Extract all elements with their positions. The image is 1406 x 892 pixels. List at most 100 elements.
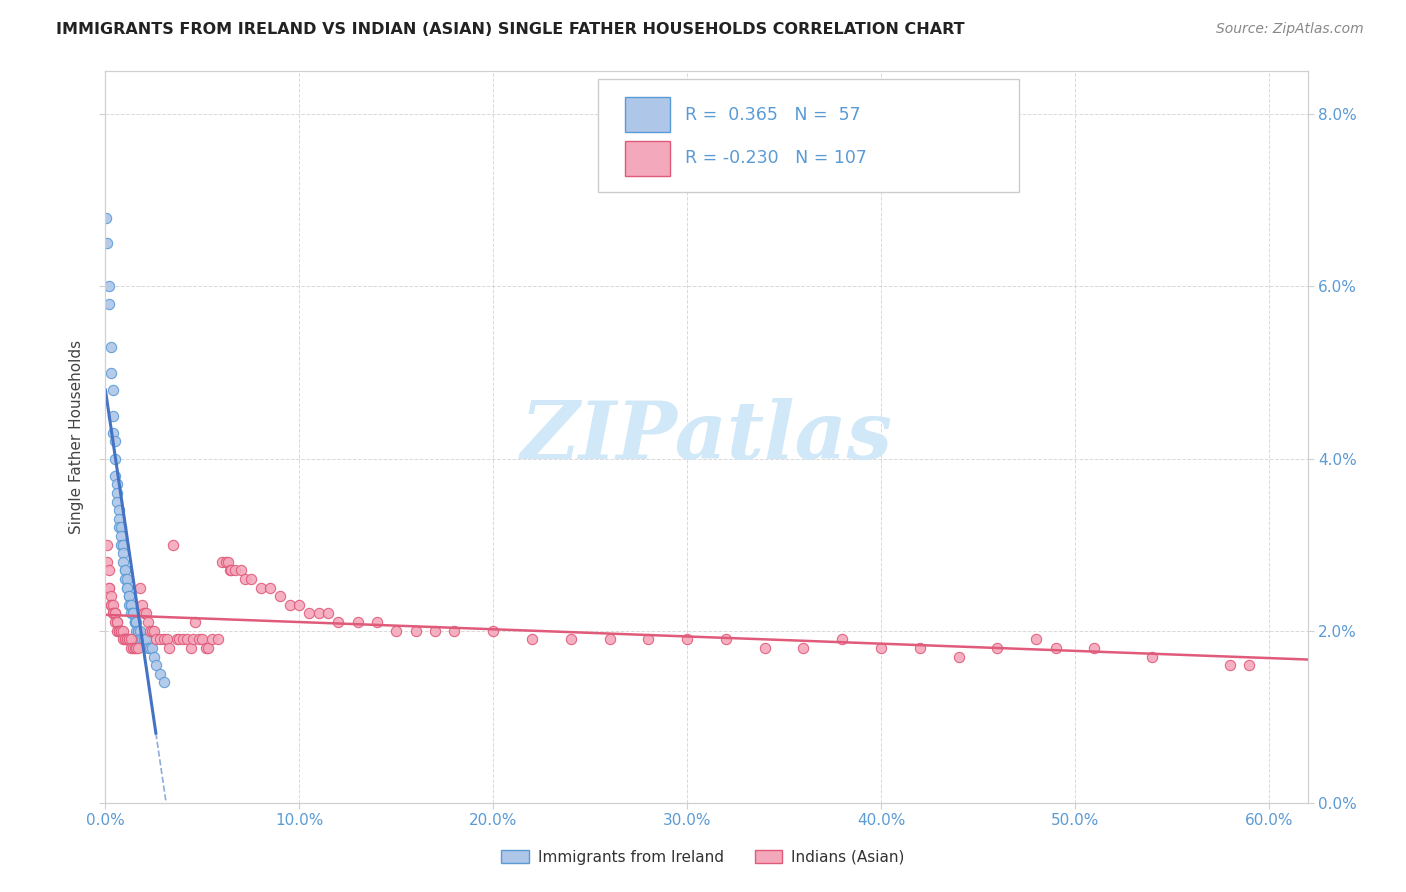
Point [100, 366, 122, 380]
Point [96, 555, 118, 569]
Point [100, 598, 122, 612]
Point [124, 615, 146, 629]
Point [98, 296, 121, 310]
FancyBboxPatch shape [624, 141, 671, 176]
Point [145, 632, 167, 647]
Point [136, 615, 159, 629]
Point [121, 607, 143, 621]
Point [149, 666, 172, 681]
Point [141, 624, 163, 638]
Point [714, 632, 737, 647]
Point [482, 624, 505, 638]
Point [108, 512, 131, 526]
Point [115, 632, 138, 647]
Point [105, 624, 128, 638]
Point [131, 632, 153, 647]
Point [181, 632, 204, 647]
Point [118, 632, 141, 647]
Point [948, 649, 970, 664]
Point [385, 624, 408, 638]
Point [172, 632, 194, 647]
Point [217, 555, 239, 569]
Point [239, 572, 262, 586]
Point [142, 649, 165, 664]
Point [166, 632, 188, 647]
Text: ZIPatlas: ZIPatlas [520, 399, 893, 475]
Point [129, 632, 152, 647]
Point [110, 624, 132, 638]
Point [120, 598, 142, 612]
Point [131, 598, 153, 612]
Point [139, 640, 162, 655]
Point [96, 236, 118, 251]
Point [114, 564, 136, 578]
Point [120, 607, 142, 621]
Point [124, 615, 146, 629]
Point [176, 632, 198, 647]
Point [134, 632, 156, 647]
Point [129, 624, 152, 638]
Point [142, 624, 165, 638]
Point [108, 503, 131, 517]
Point [100, 598, 122, 612]
Point [318, 607, 340, 621]
Point [676, 632, 699, 647]
Point [118, 589, 141, 603]
Point [298, 607, 321, 621]
Point [831, 632, 853, 647]
Point [149, 632, 172, 647]
Point [108, 520, 131, 534]
Point [120, 632, 142, 647]
Text: R =  0.365   N =  57: R = 0.365 N = 57 [685, 105, 860, 123]
Point [120, 598, 142, 612]
Point [139, 624, 162, 638]
Point [1239, 658, 1261, 673]
Point [224, 564, 246, 578]
Point [278, 598, 301, 612]
Point [103, 598, 125, 612]
Point [120, 640, 142, 655]
Point [105, 494, 128, 508]
Point [100, 340, 122, 354]
Point [98, 581, 121, 595]
Point [201, 632, 224, 647]
Point [110, 538, 132, 552]
Point [105, 486, 128, 500]
Point [218, 564, 240, 578]
Point [110, 529, 132, 543]
Point [405, 624, 427, 638]
Point [125, 615, 148, 629]
Point [231, 564, 253, 578]
Point [115, 581, 138, 595]
Point [111, 624, 134, 638]
Point [156, 632, 179, 647]
Point [145, 658, 167, 673]
Point [104, 451, 127, 466]
Point [115, 581, 138, 595]
Point [129, 581, 152, 595]
Point [121, 607, 143, 621]
Point [136, 640, 159, 655]
Point [108, 624, 131, 638]
Point [233, 572, 256, 586]
Text: Source: ZipAtlas.com: Source: ZipAtlas.com [1216, 22, 1364, 37]
Point [98, 279, 121, 293]
Point [288, 598, 311, 612]
Point [637, 632, 659, 647]
Point [105, 615, 128, 629]
Point [249, 581, 271, 595]
Point [135, 607, 157, 621]
Point [98, 564, 121, 578]
Point [986, 640, 1008, 655]
Point [908, 640, 931, 655]
Point [100, 589, 122, 603]
Point [180, 640, 202, 655]
Point [127, 640, 149, 655]
Point [104, 607, 127, 621]
Point [96, 538, 118, 552]
Point [110, 624, 132, 638]
Point [599, 632, 621, 647]
FancyBboxPatch shape [599, 78, 1019, 192]
Point [207, 632, 229, 647]
Point [104, 468, 127, 483]
